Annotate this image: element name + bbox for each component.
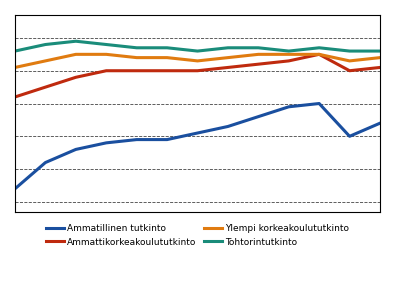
Ammatillinen tutkinto bbox=[378, 121, 382, 125]
Ammattikorkeakoulututkinto bbox=[104, 69, 109, 73]
Ammatillinen tutkinto bbox=[165, 138, 169, 141]
Ylempi korkeakoulututkinto bbox=[317, 53, 322, 56]
Tohtorintutkinto bbox=[286, 49, 291, 53]
Ammattikorkeakoulututkinto bbox=[256, 62, 261, 66]
Ylempi korkeakoulututkinto bbox=[256, 53, 261, 56]
Ammattikorkeakoulututkinto bbox=[195, 69, 200, 73]
Ammatillinen tutkinto bbox=[226, 125, 230, 128]
Ylempi korkeakoulututkinto bbox=[165, 56, 169, 59]
Line: Ammatillinen tutkinto: Ammatillinen tutkinto bbox=[15, 103, 380, 189]
Tohtorintutkinto bbox=[256, 46, 261, 50]
Tohtorintutkinto bbox=[378, 49, 382, 53]
Ammattikorkeakoulututkinto bbox=[13, 95, 17, 99]
Ammatillinen tutkinto bbox=[286, 105, 291, 109]
Ammattikorkeakoulututkinto bbox=[165, 69, 169, 73]
Ammattikorkeakoulututkinto bbox=[347, 69, 352, 73]
Ylempi korkeakoulututkinto bbox=[43, 59, 48, 63]
Ammatillinen tutkinto bbox=[134, 138, 139, 141]
Ammatillinen tutkinto bbox=[13, 187, 17, 191]
Line: Tohtorintutkinto: Tohtorintutkinto bbox=[15, 41, 380, 51]
Ammatillinen tutkinto bbox=[43, 161, 48, 164]
Ammattikorkeakoulututkinto bbox=[317, 53, 322, 56]
Tohtorintutkinto bbox=[317, 46, 322, 50]
Ylempi korkeakoulututkinto bbox=[73, 53, 78, 56]
Ammattikorkeakoulututkinto bbox=[378, 65, 382, 69]
Tohtorintutkinto bbox=[165, 46, 169, 50]
Ammatillinen tutkinto bbox=[73, 147, 78, 151]
Ammattikorkeakoulututkinto bbox=[134, 69, 139, 73]
Ylempi korkeakoulututkinto bbox=[13, 65, 17, 69]
Ylempi korkeakoulututkinto bbox=[104, 53, 109, 56]
Ammatillinen tutkinto bbox=[104, 141, 109, 145]
Ammatillinen tutkinto bbox=[195, 131, 200, 135]
Line: Ylempi korkeakoulututkinto: Ylempi korkeakoulututkinto bbox=[15, 54, 380, 67]
Ylempi korkeakoulututkinto bbox=[226, 56, 230, 59]
Ylempi korkeakoulututkinto bbox=[378, 56, 382, 59]
Tohtorintutkinto bbox=[195, 49, 200, 53]
Ylempi korkeakoulututkinto bbox=[347, 59, 352, 63]
Tohtorintutkinto bbox=[347, 49, 352, 53]
Tohtorintutkinto bbox=[226, 46, 230, 50]
Ammattikorkeakoulututkinto bbox=[43, 85, 48, 89]
Tohtorintutkinto bbox=[73, 39, 78, 43]
Ammatillinen tutkinto bbox=[347, 134, 352, 138]
Tohtorintutkinto bbox=[134, 46, 139, 50]
Ammatillinen tutkinto bbox=[317, 102, 322, 105]
Ammatillinen tutkinto bbox=[256, 115, 261, 118]
Ammattikorkeakoulututkinto bbox=[286, 59, 291, 63]
Tohtorintutkinto bbox=[13, 49, 17, 53]
Tohtorintutkinto bbox=[104, 43, 109, 46]
Ammattikorkeakoulututkinto bbox=[226, 65, 230, 69]
Ylempi korkeakoulututkinto bbox=[195, 59, 200, 63]
Ylempi korkeakoulututkinto bbox=[134, 56, 139, 59]
Legend: Ammatillinen tutkinto, Ammattikorkeakoulututkinto, Ylempi korkeakoulututkinto, T: Ammatillinen tutkinto, Ammattikorkeakoul… bbox=[45, 224, 350, 247]
Tohtorintutkinto bbox=[43, 43, 48, 46]
Ammattikorkeakoulututkinto bbox=[73, 76, 78, 79]
Line: Ammattikorkeakoulututkinto: Ammattikorkeakoulututkinto bbox=[15, 54, 380, 97]
Ylempi korkeakoulututkinto bbox=[286, 53, 291, 56]
